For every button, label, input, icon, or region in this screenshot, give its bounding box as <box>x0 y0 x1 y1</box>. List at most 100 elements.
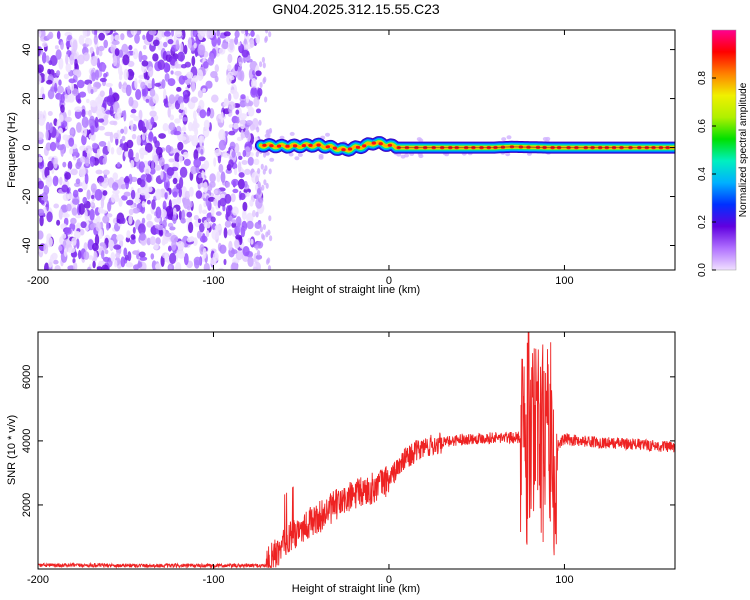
noise-speck <box>58 208 63 220</box>
ridge-halo-speck <box>318 155 324 160</box>
noise-speck <box>238 172 245 178</box>
noise-speck <box>254 230 261 236</box>
noise-speck <box>146 237 151 246</box>
noise-speck <box>96 46 100 56</box>
noise-speck <box>168 158 175 163</box>
noise-speck <box>69 147 73 155</box>
noise-speck <box>121 135 126 141</box>
noise-speck <box>53 203 59 209</box>
noise-speck <box>175 262 182 270</box>
noise-speck <box>175 39 180 51</box>
noise-speck <box>253 96 260 108</box>
noise-speck <box>217 267 224 270</box>
noise-speck <box>84 173 89 185</box>
noise-speck <box>225 181 231 188</box>
noise-speck <box>211 229 220 241</box>
noise-speck <box>164 252 169 263</box>
noise-speck <box>168 94 176 105</box>
noise-speck <box>106 95 115 107</box>
noise-speck <box>261 56 265 63</box>
noise-speck <box>72 189 79 198</box>
noise-speck <box>65 53 69 65</box>
noise-speck <box>185 217 192 223</box>
noise-speck <box>180 102 184 110</box>
noise-speck <box>252 266 259 270</box>
noise-speck <box>215 211 222 216</box>
noise-speck <box>255 34 260 44</box>
noise-speck <box>191 134 199 147</box>
noise-speck <box>134 78 138 89</box>
noise-speck <box>130 119 134 132</box>
noise-speck <box>89 46 94 54</box>
noise-speck <box>141 132 146 141</box>
noise-speck <box>122 54 130 66</box>
noise-speck <box>90 125 95 136</box>
noise-speck <box>94 82 102 88</box>
noise-speck <box>229 39 234 51</box>
y-tick-label: -20 <box>21 189 33 205</box>
noise-speck <box>257 168 261 174</box>
noise-speck <box>139 186 147 196</box>
noise-speck <box>126 199 134 206</box>
noise-speck <box>214 64 219 73</box>
noise-speck <box>169 252 177 265</box>
noise-speck <box>228 130 236 136</box>
noise-speck <box>256 126 260 133</box>
noise-speck <box>199 223 205 233</box>
noise-speck <box>38 208 45 216</box>
noise-speck <box>239 113 247 120</box>
noise-speck <box>249 39 255 48</box>
noise-speck <box>179 42 184 54</box>
ridge-halo-speck <box>400 154 406 159</box>
noise-speck <box>151 78 155 90</box>
noise-speck <box>54 265 61 270</box>
noise-speck <box>216 30 220 37</box>
noise-speck <box>108 239 115 250</box>
noise-speck <box>177 250 186 259</box>
ridge-peak <box>325 145 330 149</box>
noise-speck <box>262 62 266 69</box>
noise-speck <box>78 203 85 215</box>
x-tick-label: -100 <box>202 574 224 586</box>
noise-speck <box>193 214 199 221</box>
noise-speck <box>76 222 81 229</box>
noise-speck <box>178 114 183 120</box>
noise-speck <box>263 76 267 83</box>
noise-speck <box>57 144 65 151</box>
noise-speck <box>49 141 57 152</box>
noise-speck <box>38 30 42 38</box>
noise-speck <box>235 109 240 115</box>
noise-speck <box>102 157 107 165</box>
noise-speck <box>73 231 81 239</box>
noise-speck <box>186 71 194 79</box>
noise-speck <box>140 194 146 202</box>
noise-speck <box>110 252 116 262</box>
noise-speck <box>268 31 272 38</box>
noise-speck <box>77 98 82 104</box>
noise-speck <box>209 173 216 183</box>
noise-speck <box>255 70 262 77</box>
noise-speck <box>132 250 140 256</box>
noise-speck <box>197 218 202 224</box>
noise-speck <box>43 243 49 255</box>
noise-speck <box>59 176 63 186</box>
snr-panel: -200 -100 0 100 2000 4000 6000 Height of stra… <box>6 331 676 595</box>
noise-speck <box>228 159 234 168</box>
noise-speck <box>182 75 188 81</box>
noise-speck <box>224 220 232 228</box>
noise-speck <box>98 45 105 52</box>
noise-speck <box>252 70 256 76</box>
noise-speck <box>234 30 240 38</box>
noise-speck <box>107 201 112 212</box>
noise-speck <box>200 148 204 155</box>
noise-speck <box>105 82 113 88</box>
noise-speck <box>92 260 96 269</box>
ridge-peak <box>276 144 282 148</box>
noise-speck <box>249 199 254 207</box>
noise-speck <box>237 161 242 173</box>
noise-speck <box>201 170 205 179</box>
y-tick-label: 40 <box>21 43 33 55</box>
noise-speck <box>183 44 188 55</box>
colorbar: 0.0 0.2 0.4 0.6 0.8 Normalized spectral ampl… <box>697 29 749 277</box>
noise-speck <box>163 41 168 48</box>
